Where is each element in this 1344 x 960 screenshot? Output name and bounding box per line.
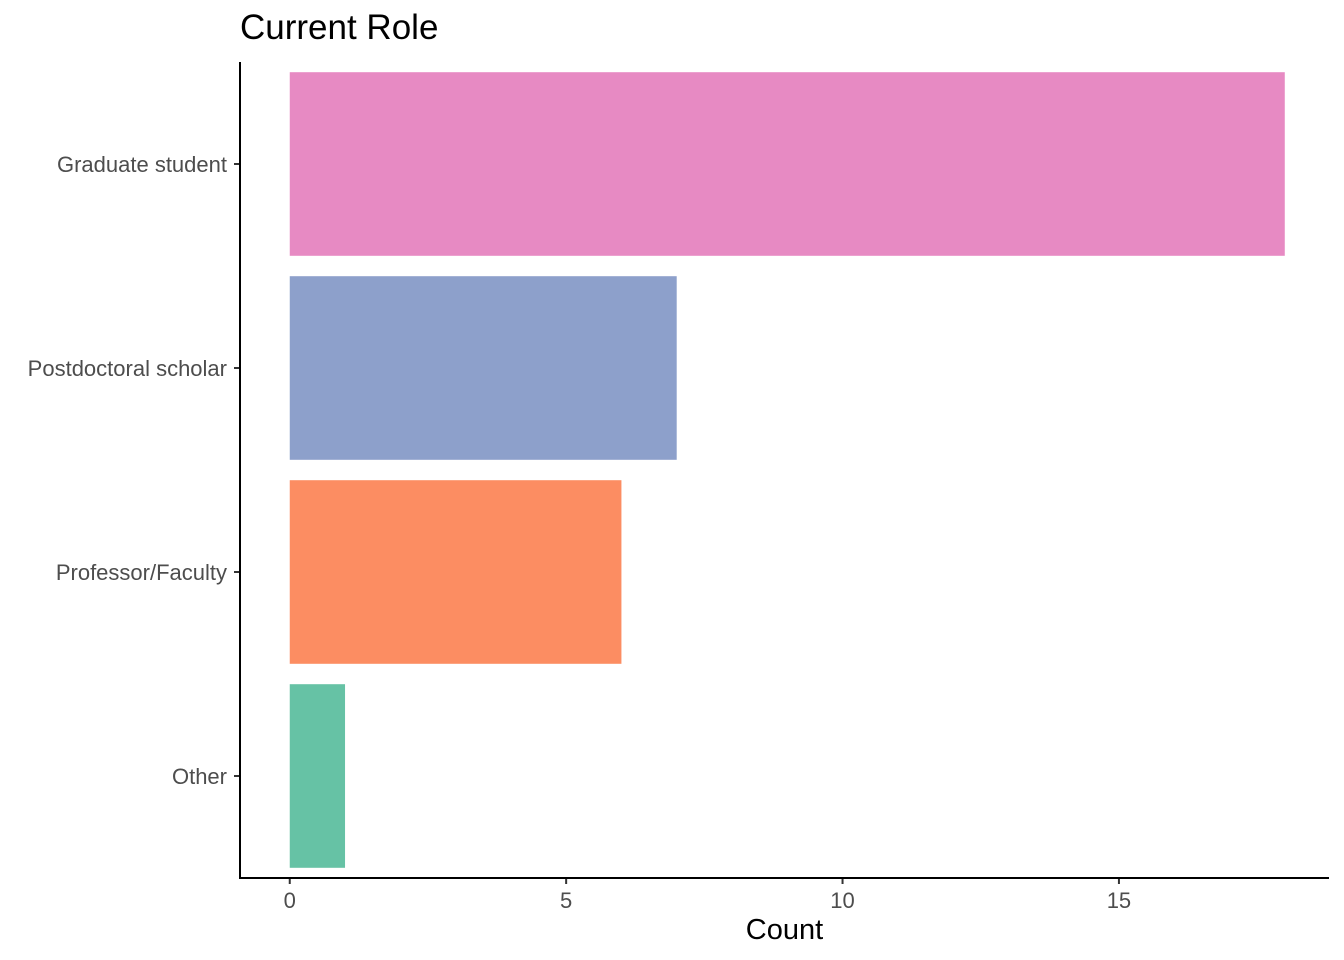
chart-title: Current Role	[240, 8, 438, 47]
x-tick-label: 10	[830, 888, 854, 913]
x-axis-ticks: 0 5 10 15	[284, 878, 1131, 913]
y-axis-ticks: Graduate student Postdoctoral scholar Prof…	[28, 152, 240, 789]
bar-other	[289, 684, 346, 868]
bars-group	[289, 72, 1285, 868]
bar-postdoctoral-scholar	[289, 276, 677, 460]
x-tick-label: 15	[1107, 888, 1131, 913]
y-tick-label-graduate-student: Graduate student	[57, 152, 227, 177]
bar-graduate-student	[289, 72, 1285, 256]
x-axis-title: Count	[746, 914, 823, 946]
bar-professor-faculty	[289, 480, 622, 664]
y-tick-label-postdoctoral-scholar: Postdoctoral scholar	[28, 356, 227, 381]
x-tick-label: 0	[284, 888, 296, 913]
y-tick-label-professor-faculty: Professor/Faculty	[56, 560, 227, 585]
x-tick-label: 5	[560, 888, 572, 913]
y-tick-label-other: Other	[172, 764, 227, 789]
